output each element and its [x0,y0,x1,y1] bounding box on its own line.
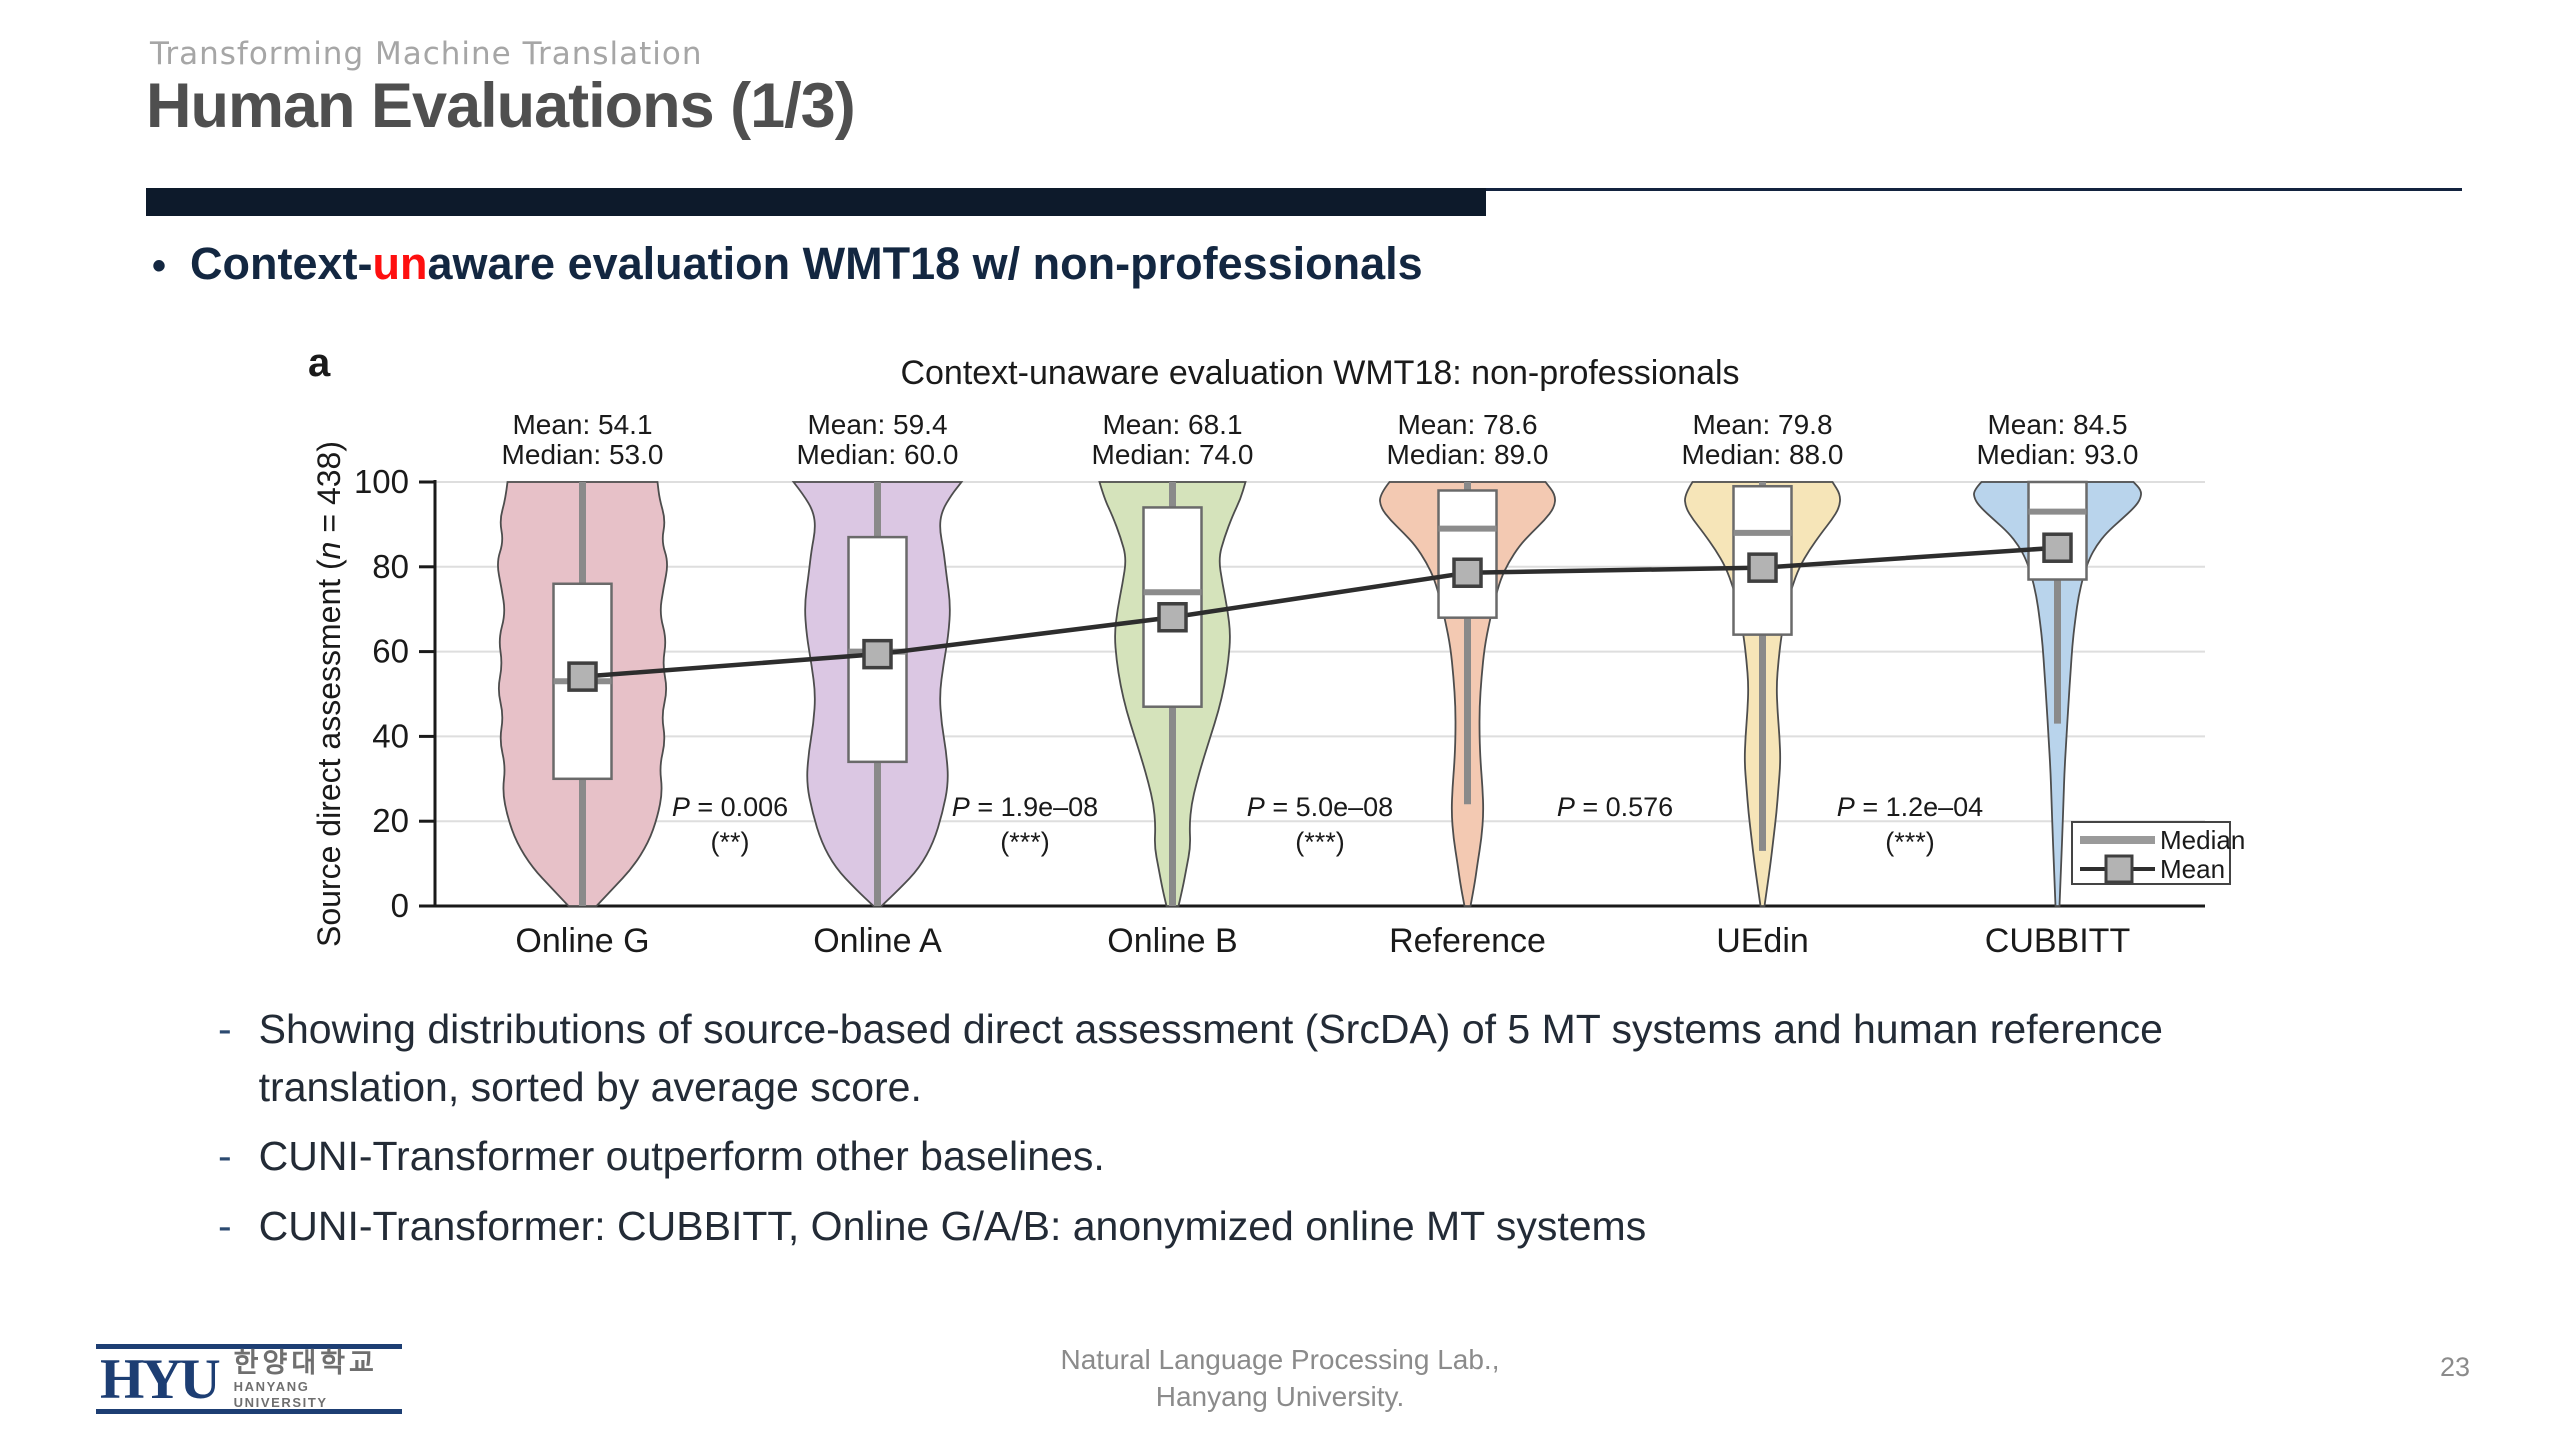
bullet-suffix: aware evaluation WMT18 w/ non-profession… [427,238,1423,289]
mean-annotation: Mean: 84.5 [1987,409,2127,440]
y-tick-label: 40 [372,717,409,754]
mean-marker-cubbitt [2042,532,2073,563]
y-tick-label: 80 [372,548,409,585]
y-tick-label: 0 [391,887,409,924]
category-label: Online B [1107,922,1237,960]
mean-marker-online-b [1157,602,1188,633]
significance-stars: (***) [1885,827,1935,857]
mean-annotation: Mean: 78.6 [1397,409,1537,440]
y-tick-label: 20 [372,802,409,839]
sub-bullet-text: CUNI-Transformer: CUBBITT, Online G/A/B:… [258,1202,1647,1249]
mean-annotation: Mean: 79.8 [1692,409,1832,440]
footer-text: Natural Language Processing Lab., Hanyan… [0,1342,2560,1416]
y-tick-label: 60 [372,633,409,670]
legend-median-label: Median [2160,825,2245,855]
logo-name-block: 한양대학교 HANYANG UNIVERSITY [234,1348,398,1410]
median-annotation: Median: 93.0 [1977,439,2139,470]
box-cubbitt [2027,480,2088,581]
main-bullet-text: Context-unaware evaluation WMT18 w/ non-… [190,238,1423,290]
sub-bullet-text: Showing distributions of source-based di… [258,1006,2163,1111]
sub-bullet-list: - Showing distributions of source-based … [218,1000,2363,1266]
logo-korean-name: 한양대학교 [233,1347,378,1378]
footer-org-line1: Natural Language Processing Lab., [1060,1344,1500,1375]
legend-mean-marker [2104,854,2134,884]
median-annotation: Median: 89.0 [1387,439,1549,470]
p-value-label: P = 0.576 [1557,792,1673,822]
significance-stars: (**) [711,827,750,857]
sub-bullet-dash: - [218,1202,232,1249]
university-logo: HYU 한양대학교 HANYANG UNIVERSITY [96,1344,402,1414]
median-annotation: Median: 74.0 [1092,439,1254,470]
mean-marker-online-a [862,638,893,670]
p-value-label: P = 1.2e–04 [1837,792,1983,822]
legend-box [2071,821,2231,885]
logo-english-name: HANYANG UNIVERSITY [233,1378,328,1410]
median-annotation: Median: 60.0 [797,439,959,470]
mean-marker-reference [1452,557,1483,588]
chart-title: Context-unaware evaluation WMT18: non-pr… [900,354,1739,392]
mean-line [582,545,2058,679]
category-label: CUBBITT [1985,922,2130,960]
category-label: Online G [515,922,649,960]
bullet-dot: • [152,244,167,288]
median-annotation: Median: 88.0 [1682,439,1844,470]
sub-bullet-text: CUNI-Transformer outperform other baseli… [258,1133,1105,1180]
sub-bullet: - CUNI-Transformer: CUBBITT, Online G/A/… [218,1197,2363,1255]
panel-label: a [308,341,331,385]
page-title: Human Evaluations (1/3) [146,71,856,141]
significance-stars: (***) [1000,827,1050,857]
sub-bullet-dash: - [218,1006,232,1052]
mean-annotation: Mean: 59.4 [807,409,947,440]
mean-marker-online-g [567,661,598,692]
y-axis-label: Source direct assessment (n = 438) [311,441,347,947]
mean-annotation: Mean: 68.1 [1102,409,1242,440]
logo-acronym: HYU [100,1347,221,1411]
bullet-prefix: Context- [190,238,373,289]
category-label: Online A [813,922,942,960]
significance-stars: (***) [1295,827,1345,857]
main-bullet: • Context-unaware evaluation WMT18 w/ no… [152,238,1423,290]
category-label: UEdin [1716,922,1809,960]
violin-chart: a Context-unaware evaluation WMT18: non-p… [308,341,2245,960]
p-value-label: P = 5.0e–08 [1247,792,1393,822]
p-value-label: P = 0.006 [672,792,788,822]
kicker-text: Transforming Machine Translation [150,36,703,72]
box-reference [1437,489,1498,619]
sub-bullet: - Showing distributions of source-based … [218,1000,2363,1116]
bullet-highlight: un [372,238,428,289]
accent-bar [146,188,1486,216]
p-value-label: P = 1.9e–08 [952,792,1098,822]
mean-marker-uedin [1747,552,1778,583]
sub-bullet-dash: - [218,1133,232,1180]
median-annotation: Median: 53.0 [502,439,664,470]
category-label: Reference [1389,922,1546,960]
footer-org-line2: Hanyang University. [1155,1380,1405,1412]
y-tick-label: 100 [354,463,409,500]
mean-annotation: Mean: 54.1 [512,409,652,440]
legend-mean-label: Mean [2160,854,2225,884]
sub-bullet: - CUNI-Transformer outperform other base… [218,1127,2363,1185]
page-number: 23 [2439,1352,2470,1382]
